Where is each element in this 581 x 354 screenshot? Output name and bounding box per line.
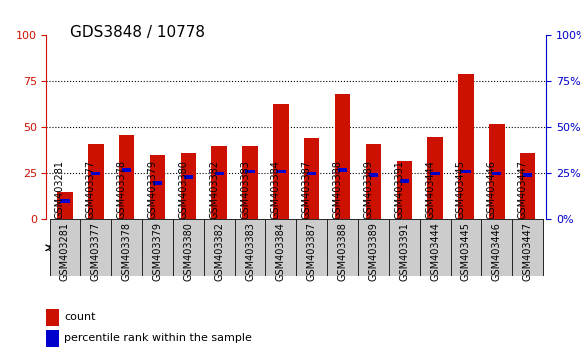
Text: GSM403378: GSM403378 [121, 222, 132, 281]
FancyBboxPatch shape [142, 219, 173, 276]
Text: GSM403377: GSM403377 [86, 160, 96, 219]
Bar [369, 173, 378, 177]
Text: GSM403388: GSM403388 [332, 161, 343, 219]
Text: GSM403382: GSM403382 [209, 160, 219, 219]
Text: GSM403384: GSM403384 [271, 161, 281, 219]
Bar [307, 172, 317, 175]
Bar [119, 135, 134, 219]
Text: GSM403446: GSM403446 [487, 161, 497, 219]
Bar [46, 309, 59, 326]
Text: GSM403384: GSM403384 [276, 222, 286, 281]
FancyBboxPatch shape [419, 219, 543, 276]
Bar [458, 74, 474, 219]
Bar [276, 170, 285, 173]
Bar [338, 168, 347, 172]
Bar [523, 173, 532, 177]
Text: GSM403445: GSM403445 [456, 160, 466, 219]
Bar [91, 172, 101, 175]
Bar [335, 94, 350, 219]
Text: count: count [64, 312, 95, 322]
Text: GSM403383: GSM403383 [240, 161, 250, 219]
FancyBboxPatch shape [49, 219, 173, 276]
Bar [431, 172, 440, 175]
Text: GSM403445: GSM403445 [461, 222, 471, 281]
Bar [46, 330, 59, 347]
Bar [122, 168, 131, 172]
FancyBboxPatch shape [358, 219, 389, 276]
Bar [489, 124, 504, 219]
Bar [153, 181, 162, 184]
Text: GSM403387: GSM403387 [302, 160, 312, 219]
Text: R. prowazekii Erus: R. prowazekii Erus [431, 243, 532, 253]
Text: GSM403378: GSM403378 [117, 160, 127, 219]
Text: GSM403391: GSM403391 [399, 222, 409, 281]
Text: GSM403389: GSM403389 [364, 161, 374, 219]
Bar [245, 170, 254, 173]
FancyBboxPatch shape [204, 219, 235, 276]
Text: GSM403447: GSM403447 [518, 160, 528, 219]
Text: GSM403281: GSM403281 [60, 222, 70, 281]
Bar [365, 144, 381, 219]
FancyBboxPatch shape [80, 219, 111, 276]
FancyBboxPatch shape [296, 219, 327, 276]
Bar [150, 155, 165, 219]
Text: R. prowazekii Rp22: R. prowazekii Rp22 [181, 243, 288, 253]
Text: R. prowazekii Evir: R. prowazekii Evir [309, 243, 407, 253]
Bar [181, 153, 196, 219]
FancyBboxPatch shape [482, 219, 512, 276]
Bar [492, 172, 501, 175]
Text: GSM403388: GSM403388 [338, 222, 347, 281]
Bar [304, 138, 320, 219]
Text: GSM403281: GSM403281 [55, 160, 65, 219]
Text: GSM403391: GSM403391 [394, 161, 404, 219]
Text: percentile rank within the sample: percentile rank within the sample [64, 333, 252, 343]
Text: GSM403380: GSM403380 [184, 222, 193, 281]
Bar [397, 161, 412, 219]
Text: GSM403444: GSM403444 [425, 161, 435, 219]
Text: GSM403387: GSM403387 [307, 222, 317, 281]
Bar [428, 137, 443, 219]
Text: GSM403383: GSM403383 [245, 222, 255, 281]
Text: control, uninfected: control, uninfected [59, 243, 164, 253]
FancyBboxPatch shape [419, 219, 450, 276]
Bar [211, 146, 227, 219]
Text: strain: strain [47, 243, 79, 253]
Text: GSM403389: GSM403389 [368, 222, 378, 281]
Bar [273, 103, 289, 219]
FancyBboxPatch shape [266, 219, 296, 276]
Text: GSM403380: GSM403380 [178, 161, 188, 219]
Text: GSM403444: GSM403444 [430, 222, 440, 281]
FancyBboxPatch shape [512, 219, 543, 276]
Text: GSM403379: GSM403379 [153, 222, 163, 281]
Text: GSM403382: GSM403382 [214, 222, 224, 281]
Bar [520, 153, 535, 219]
Text: GSM403379: GSM403379 [148, 160, 157, 219]
FancyBboxPatch shape [111, 219, 142, 276]
Bar [242, 146, 258, 219]
FancyBboxPatch shape [296, 219, 419, 276]
FancyBboxPatch shape [173, 219, 204, 276]
FancyBboxPatch shape [450, 219, 482, 276]
Bar [461, 170, 471, 173]
Text: GSM403446: GSM403446 [492, 222, 502, 281]
Bar [88, 144, 103, 219]
FancyBboxPatch shape [235, 219, 266, 276]
FancyBboxPatch shape [173, 219, 296, 276]
FancyBboxPatch shape [327, 219, 358, 276]
Bar [400, 179, 409, 183]
FancyBboxPatch shape [49, 219, 80, 276]
Text: GSM403377: GSM403377 [91, 222, 101, 281]
Text: GDS3848 / 10778: GDS3848 / 10778 [70, 25, 205, 40]
Bar [60, 199, 70, 203]
FancyBboxPatch shape [389, 219, 419, 276]
Text: GSM403447: GSM403447 [523, 222, 533, 281]
Bar [214, 172, 224, 175]
Bar [184, 175, 193, 179]
Bar [58, 192, 73, 219]
